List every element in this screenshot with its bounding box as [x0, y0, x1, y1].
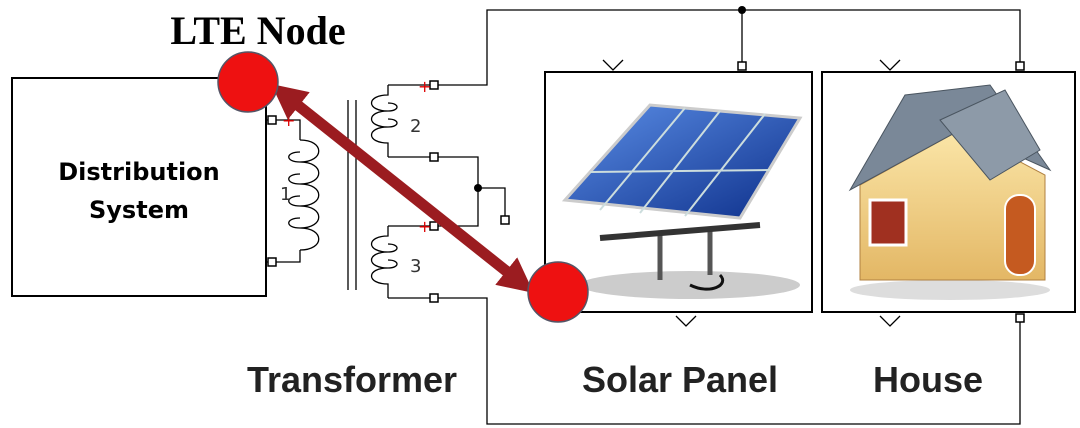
solar-panel-icon: [561, 103, 803, 299]
svg-text:+: +: [282, 111, 295, 130]
block-caption: Transformer: [247, 359, 457, 400]
lte-node: [527, 261, 589, 323]
block-caption: Solar Panel: [582, 359, 778, 400]
lte-node-label: LTE Node: [170, 8, 345, 53]
svg-text:+: +: [418, 77, 431, 96]
svg-text:+: +: [418, 217, 431, 236]
distribution-box: [11, 77, 267, 297]
winding-label: 3: [410, 256, 421, 277]
winding-label: 2: [410, 116, 421, 137]
block-caption: House: [873, 359, 983, 400]
lte-link: [271, 84, 534, 293]
house-icon: [848, 84, 1052, 300]
winding-label: 1: [280, 184, 291, 205]
block-label: Distribution: [58, 158, 220, 186]
block-label: System: [89, 196, 189, 224]
lte-node: [217, 51, 279, 113]
